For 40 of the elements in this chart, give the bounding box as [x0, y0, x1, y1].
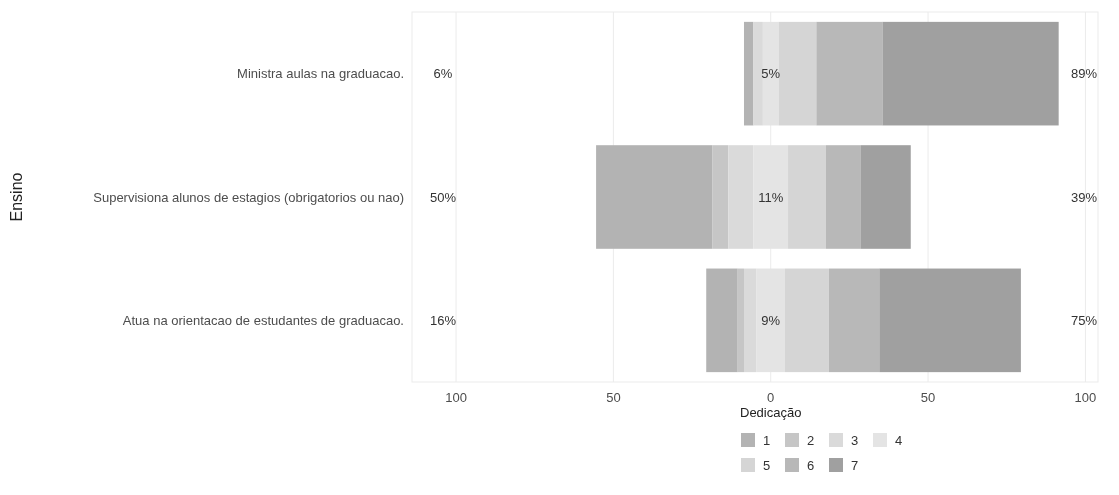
x-tick-label: 50	[920, 390, 936, 405]
y-tick-label: Ministra aulas na graduacao.	[237, 66, 404, 82]
annotation: 5%	[761, 66, 781, 82]
bar	[825, 145, 861, 249]
x-tick-label: 100	[1074, 390, 1097, 405]
bar	[778, 21, 817, 126]
legend-label: 6	[807, 457, 815, 473]
x-tick-label: 50	[606, 390, 621, 405]
annotation: 6%	[433, 66, 453, 82]
annotation: 16%	[429, 312, 457, 328]
y-axis-title: Ensino	[8, 172, 25, 222]
bar	[596, 145, 713, 249]
annotation: 89%	[1070, 66, 1098, 82]
annotation: 50%	[429, 189, 457, 205]
bar	[788, 145, 826, 249]
bar	[879, 268, 1021, 373]
legend-label: 7	[851, 457, 859, 473]
y-tick-label: Atua na orientacao de estudantes de graduacao.	[122, 312, 404, 328]
legend-label: 2	[807, 432, 815, 448]
legend-label: 5	[763, 457, 771, 473]
bar	[816, 21, 883, 126]
x-tick-label: 0	[767, 390, 775, 405]
legend-label: 1	[763, 432, 771, 448]
annotation: 11%	[758, 189, 784, 205]
bar	[784, 268, 829, 373]
annotation: 9%	[761, 312, 781, 328]
bar	[882, 21, 1059, 126]
x-axis-title: Dedicação	[740, 405, 802, 420]
y-tick-label: Supervisiona alunos de estagios (obrigatorios ou nao)	[93, 189, 404, 205]
annotation: 39%	[1070, 189, 1098, 205]
bar	[712, 145, 729, 249]
legend-label: 4	[895, 432, 903, 448]
bar	[860, 145, 911, 249]
bar	[743, 21, 754, 126]
x-tick-label: 100	[445, 390, 467, 405]
legend-label: 3	[851, 432, 859, 448]
bar	[828, 268, 880, 373]
bar	[706, 268, 738, 373]
annotation: 75%	[1070, 312, 1098, 328]
bar	[737, 268, 744, 373]
